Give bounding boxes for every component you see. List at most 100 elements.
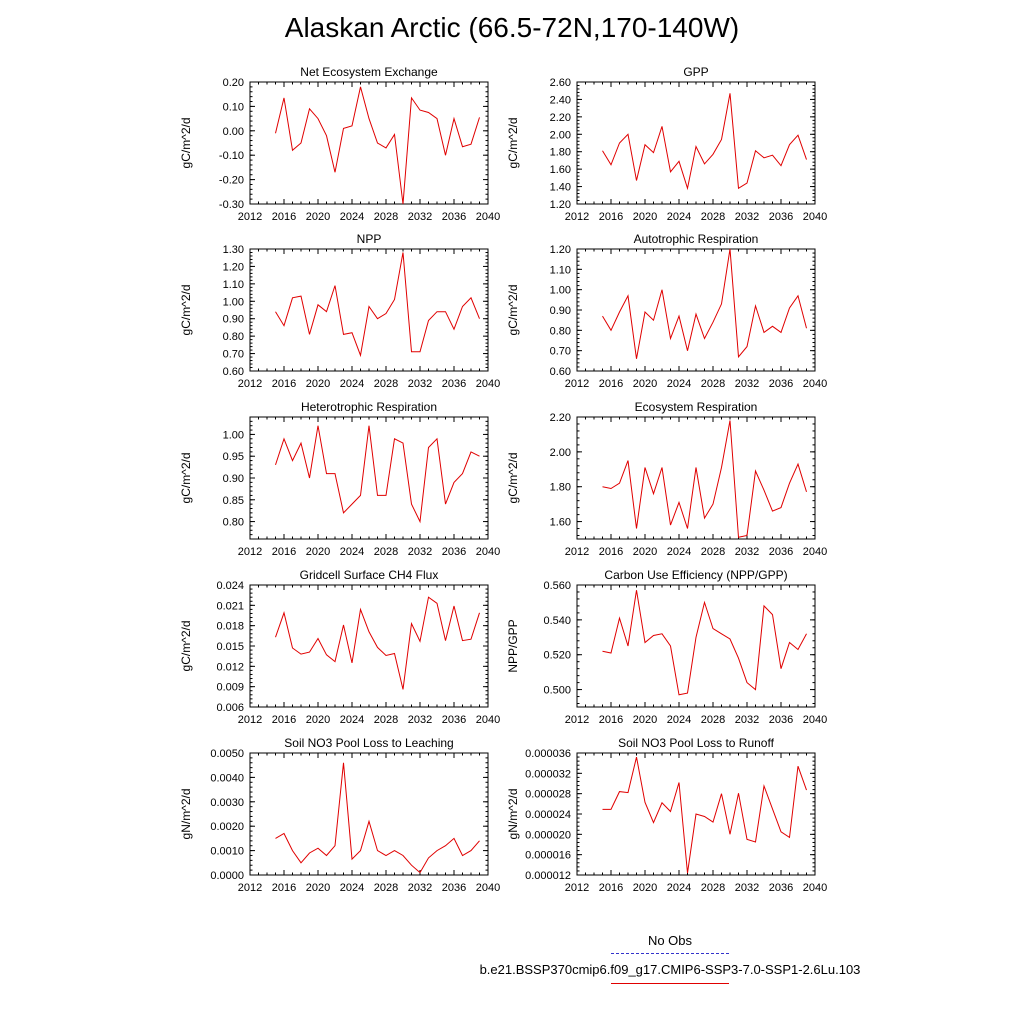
chart-panel-3: Autotrophic Respiration gC/m^2/d 2012 2016 2… [506, 232, 827, 390]
x-tick-label: 2024 [340, 882, 364, 894]
legend-line-run [611, 983, 729, 984]
x-tick-label: 2020 [306, 714, 330, 726]
y-tick-label: 0.90 [223, 473, 244, 485]
x-tick-label: 2040 [476, 378, 500, 390]
x-tick-label: 2024 [340, 714, 364, 726]
y-tick-label: 0.80 [223, 331, 244, 343]
plot-frame [249, 81, 489, 205]
y-tick-label: 0.009 [216, 682, 244, 694]
y-tick-label: 0.95 [223, 451, 244, 463]
x-tick-label: 2020 [633, 882, 657, 894]
x-tick-label: 2016 [272, 714, 296, 726]
x-tick-label: 2028 [374, 714, 398, 726]
x-tick-label: 2036 [442, 714, 466, 726]
x-tick-label: 2028 [701, 882, 725, 894]
chart-panel-4: Heterotrophic Respiration gC/m^2/d 2012 201… [179, 400, 500, 558]
x-tick-label: 2012 [238, 714, 262, 726]
y-tick-label: 0.10 [223, 101, 244, 113]
x-tick-label: 2012 [238, 378, 262, 390]
x-tick-label: 2032 [735, 378, 759, 390]
chart-panel-7: Carbon Use Efficiency (NPP/GPP) NPP/GPP 20… [506, 568, 827, 726]
y-tick-label: 0.500 [543, 685, 571, 697]
x-tick-label: 2032 [408, 211, 432, 223]
x-tick-label: 2016 [272, 211, 296, 223]
y-tick-label: 1.60 [550, 164, 571, 176]
y-tick-label: 2.00 [550, 129, 571, 141]
x-tick-label: 2040 [476, 882, 500, 894]
y-tick-label: 0.60 [223, 366, 244, 378]
x-tick-label: 2020 [306, 211, 330, 223]
y-axis-label: gC/m^2/d [506, 118, 520, 169]
chart-title: NPP [357, 232, 382, 246]
series-line [275, 596, 480, 690]
y-tick-label: -0.30 [219, 199, 244, 211]
y-tick-label: 0.560 [543, 580, 571, 592]
x-tick-label: 2024 [667, 714, 691, 726]
x-tick-label: 2024 [340, 211, 364, 223]
chart-title: Net Ecosystem Exchange [300, 65, 438, 79]
y-tick-label: 0.0010 [210, 846, 244, 858]
y-axis-label: gN/m^2/d [506, 789, 520, 840]
y-tick-label: -0.20 [219, 175, 244, 187]
x-tick-label: 2016 [599, 211, 623, 223]
legend-label-noobs: No Obs [647, 933, 693, 948]
x-tick-label: 2028 [701, 714, 725, 726]
x-tick-label: 2028 [374, 882, 398, 894]
y-tick-label: 1.60 [550, 517, 571, 529]
x-tick-label: 2040 [803, 714, 827, 726]
y-tick-label: 0.000036 [525, 748, 571, 760]
y-tick-label: 0.70 [223, 349, 244, 361]
y-tick-label: 2.40 [550, 94, 571, 106]
x-tick-label: 2020 [633, 378, 657, 390]
chart-panel-5: Ecosystem Respiration gC/m^2/d 2012 2016 202… [506, 400, 827, 558]
y-axis-label: gC/m^2/d [179, 453, 193, 504]
plot-frame [249, 248, 489, 372]
x-tick-label: 2028 [701, 378, 725, 390]
y-tick-label: 2.20 [550, 412, 571, 424]
series-line [275, 425, 480, 524]
x-tick-label: 2032 [408, 882, 432, 894]
y-tick-label: 0.021 [216, 600, 244, 612]
chart-title: Soil NO3 Pool Loss to Runoff [618, 736, 775, 750]
x-tick-label: 2020 [306, 546, 330, 558]
chart-panel-8: Soil NO3 Pool Loss to Leaching gN/m^2/d 20… [179, 736, 500, 894]
chart-title: Soil NO3 Pool Loss to Leaching [284, 736, 453, 750]
y-tick-label: 1.20 [550, 199, 571, 211]
chart-title: Ecosystem Respiration [635, 400, 758, 414]
x-tick-label: 2016 [272, 378, 296, 390]
x-tick-label: 2032 [735, 211, 759, 223]
chart-panel-1: GPP gC/m^2/d 2012 2016 2020 2024 2028 2032 2036 2… [506, 65, 827, 223]
series-line [602, 590, 807, 696]
y-tick-label: 1.00 [550, 285, 571, 297]
x-tick-label: 2012 [238, 882, 262, 894]
x-tick-label: 2016 [599, 882, 623, 894]
x-tick-label: 2012 [565, 378, 589, 390]
x-tick-label: 2032 [735, 882, 759, 894]
x-tick-label: 2036 [442, 546, 466, 558]
x-tick-label: 2012 [565, 882, 589, 894]
y-tick-label: 0.024 [216, 580, 244, 592]
x-tick-label: 2040 [803, 211, 827, 223]
y-tick-label: 0.90 [550, 305, 571, 317]
x-tick-label: 2036 [769, 714, 793, 726]
y-tick-label: 0.540 [543, 615, 571, 627]
x-tick-label: 2020 [306, 882, 330, 894]
x-tick-label: 2024 [667, 211, 691, 223]
x-tick-label: 2040 [803, 546, 827, 558]
y-tick-label: 0.000020 [525, 829, 571, 841]
y-tick-label: 1.10 [223, 279, 244, 291]
y-tick-label: 1.20 [223, 261, 244, 273]
series-line [275, 252, 480, 358]
x-tick-label: 2036 [769, 378, 793, 390]
x-tick-label: 2028 [374, 378, 398, 390]
x-tick-label: 2016 [599, 714, 623, 726]
x-tick-label: 2016 [599, 546, 623, 558]
y-tick-label: 1.40 [550, 182, 571, 194]
y-tick-label: 0.000028 [525, 789, 571, 801]
y-tick-label: 1.80 [550, 482, 571, 494]
x-tick-label: 2040 [476, 714, 500, 726]
y-tick-label: -0.10 [219, 150, 244, 162]
series-line [602, 93, 807, 191]
